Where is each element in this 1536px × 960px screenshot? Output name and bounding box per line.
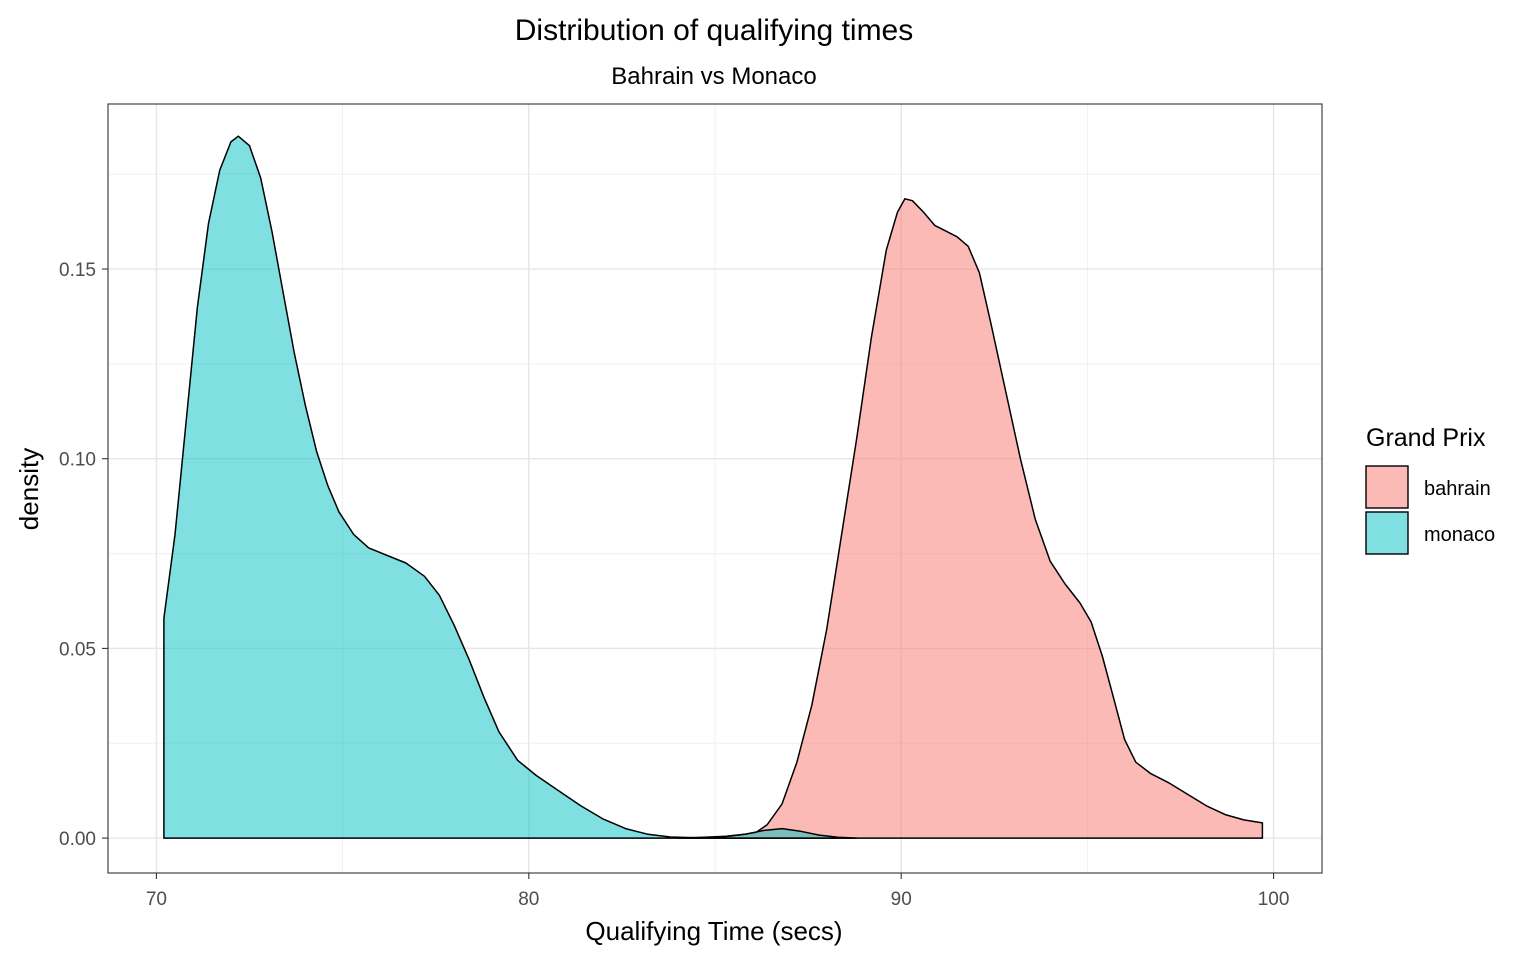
legend-key-bahrain bbox=[1365, 465, 1409, 509]
legend-key-monaco bbox=[1365, 511, 1409, 555]
y-tick-label: 0.15 bbox=[59, 260, 96, 281]
legend-title: Grand Prix bbox=[1366, 424, 1486, 452]
density-areas bbox=[163, 135, 1264, 839]
density-area-bahrain bbox=[677, 198, 1264, 839]
x-axis: 70 80 90 100 bbox=[146, 873, 1290, 910]
x-axis-title: Qualifying Time (secs) bbox=[585, 916, 842, 946]
y-axis-title: density bbox=[14, 448, 44, 530]
y-axis: 0.00 0.05 0.10 0.15 bbox=[59, 260, 108, 850]
chart-title: Distribution of qualifying times bbox=[515, 14, 914, 47]
y-tick-label: 0.05 bbox=[59, 639, 96, 660]
legend-items: bahrain monaco bbox=[1365, 465, 1495, 555]
x-tick-label: 90 bbox=[891, 889, 912, 910]
density-area-monaco bbox=[163, 135, 858, 839]
legend: Grand Prix bahrain monaco bbox=[1365, 424, 1495, 555]
x-tick-label: 80 bbox=[518, 889, 539, 910]
x-tick-label: 70 bbox=[146, 889, 167, 910]
plot-panel bbox=[107, 103, 1323, 874]
legend-label-bahrain: bahrain bbox=[1424, 478, 1491, 500]
chart-subtitle: Bahrain vs Monaco bbox=[611, 63, 816, 90]
legend-label-monaco: monaco bbox=[1424, 524, 1495, 546]
panel-border bbox=[107, 103, 1323, 874]
x-tick-label: 100 bbox=[1258, 889, 1290, 910]
y-tick-label: 0.10 bbox=[59, 450, 96, 471]
y-tick-label: 0.00 bbox=[59, 829, 96, 850]
